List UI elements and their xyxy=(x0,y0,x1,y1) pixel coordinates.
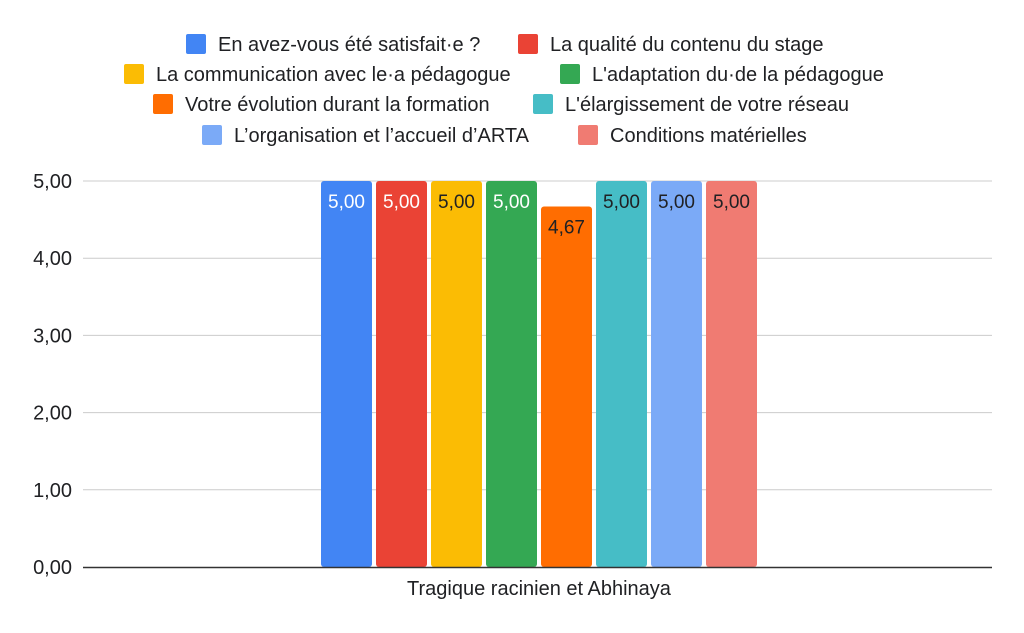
bar-value-label-3: 5,00 xyxy=(438,192,475,213)
legend-label-8: Conditions matérielles xyxy=(610,125,807,147)
legend-swatch-8 xyxy=(578,125,598,145)
y-tick-label: 4,00 xyxy=(33,248,72,270)
legend-label-5: Votre évolution durant la formation xyxy=(185,94,490,116)
bar-3 xyxy=(431,181,482,567)
y-axis-ticks: 0,00 1,00 2,00 3,00 4,00 5,00 xyxy=(33,171,72,579)
bar-value-label-2: 5,00 xyxy=(383,192,420,213)
legend: En avez-vous été satisfait·e ? La qualité… xyxy=(124,34,884,147)
bar-2 xyxy=(376,181,427,567)
legend-label-2: La qualité du contenu du stage xyxy=(550,34,824,56)
bar-value-label-6: 5,00 xyxy=(603,192,640,213)
legend-label-7: L’organisation et l’accueil d’ARTA xyxy=(234,125,530,147)
y-tick-label: 5,00 xyxy=(33,171,72,193)
legend-swatch-2 xyxy=(518,34,538,54)
bar-8 xyxy=(706,181,757,567)
legend-swatch-1 xyxy=(186,34,206,54)
bar-value-label-5: 4,67 xyxy=(548,217,585,238)
x-category-label: Tragique racinien et Abhinaya xyxy=(407,578,672,600)
bars: 5,00 5,00 5,00 5,00 4,67 5,00 5,00 5,00 xyxy=(321,181,757,567)
legend-swatch-3 xyxy=(124,64,144,84)
bar-7 xyxy=(651,181,702,567)
legend-label-1: En avez-vous été satisfait·e ? xyxy=(218,34,480,56)
y-tick-label: 0,00 xyxy=(33,557,72,579)
bar-value-label-8: 5,00 xyxy=(713,192,750,213)
y-tick-label: 1,00 xyxy=(33,480,72,502)
legend-swatch-4 xyxy=(560,64,580,84)
bar-1 xyxy=(321,181,372,567)
x-axis: Tragique racinien et Abhinaya xyxy=(83,566,992,600)
legend-swatch-5 xyxy=(153,94,173,114)
legend-label-6: L'élargissement de votre réseau xyxy=(565,94,849,116)
bar-value-label-1: 5,00 xyxy=(328,192,365,213)
legend-swatch-6 xyxy=(533,94,553,114)
bar-4 xyxy=(486,181,537,567)
bar-value-label-7: 5,00 xyxy=(658,192,695,213)
bar-6 xyxy=(596,181,647,567)
y-tick-label: 2,00 xyxy=(33,403,72,425)
legend-label-3: La communication avec le·a pédagogue xyxy=(156,64,511,86)
bar-5 xyxy=(541,206,592,567)
y-tick-label: 3,00 xyxy=(33,325,72,347)
gridlines xyxy=(83,180,992,491)
legend-swatch-7 xyxy=(202,125,222,145)
legend-label-4: L'adaptation du·de la pédagogue xyxy=(592,64,884,86)
bar-value-label-4: 5,00 xyxy=(493,192,530,213)
